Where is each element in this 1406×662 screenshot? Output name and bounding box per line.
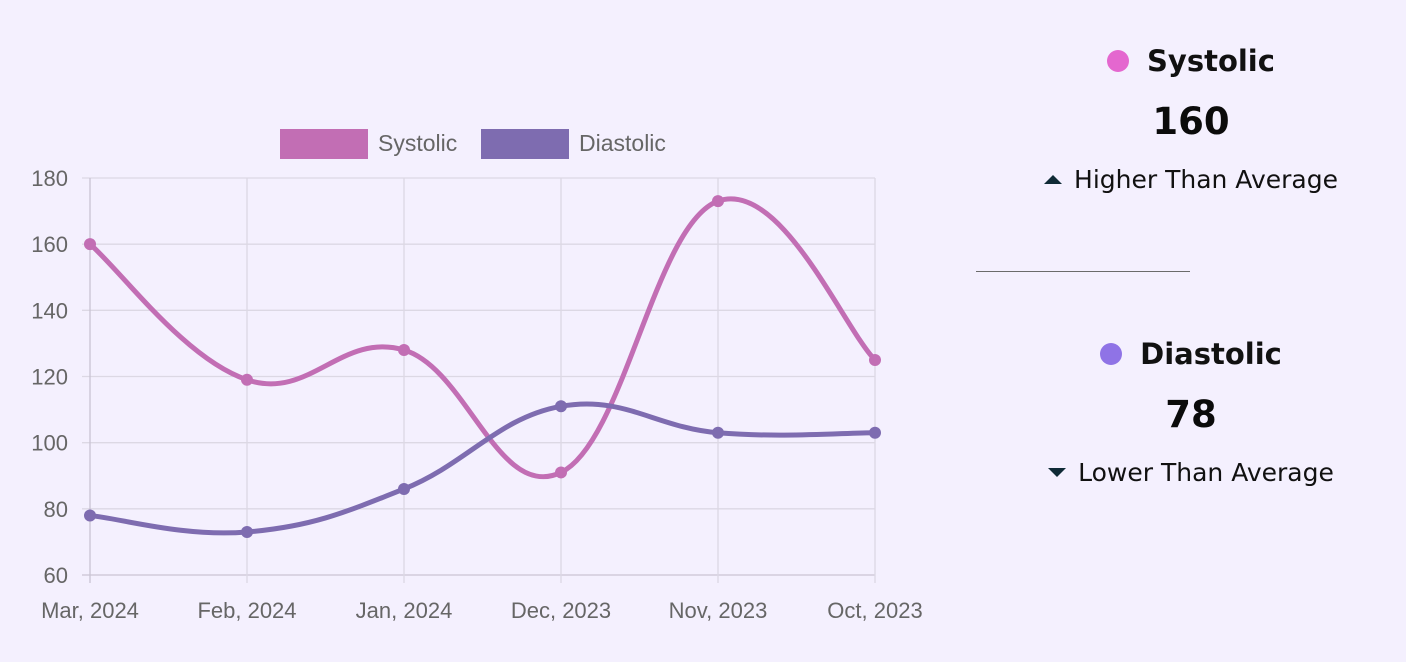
diastolic-header: Diastolic xyxy=(976,337,1406,371)
systolic-label: Systolic xyxy=(1147,44,1275,78)
data-point-systolic[interactable] xyxy=(84,238,96,251)
legend-item-systolic[interactable]: Systolic xyxy=(280,129,457,159)
triangle-down-icon xyxy=(1048,468,1067,477)
systolic-summary: Systolic 160 Higher Than Average xyxy=(976,44,1406,194)
data-point-diastolic[interactable] xyxy=(84,509,96,522)
legend-item-diastolic[interactable]: Diastolic xyxy=(481,129,666,159)
x-tick-label: Feb, 2024 xyxy=(197,598,296,623)
y-tick-label: 160 xyxy=(31,232,68,257)
diastolic-trend-text: Lower Than Average xyxy=(1078,458,1334,487)
chart-legend[interactable]: Systolic Diastolic xyxy=(280,129,666,159)
x-tick-label: Mar, 2024 xyxy=(41,598,139,623)
chart-lines xyxy=(87,196,878,536)
y-tick-label: 80 xyxy=(44,497,68,522)
series-line-systolic xyxy=(87,196,878,480)
chart-grid xyxy=(82,177,876,583)
systolic-value: 160 xyxy=(1152,100,1230,143)
data-point-systolic[interactable] xyxy=(241,373,253,386)
data-point-diastolic[interactable] xyxy=(869,426,881,439)
data-point-systolic[interactable] xyxy=(712,195,724,208)
diastolic-summary: Diastolic 78 Lower Than Average xyxy=(976,337,1406,487)
summary-divider xyxy=(976,271,1190,272)
blood-pressure-chart: 60 80 100 120 140 160 180 Mar, 2024 Feb, 2024 Jan… xyxy=(31,129,923,623)
x-tick-label: Jan, 2024 xyxy=(356,598,453,623)
diastolic-label: Diastolic xyxy=(1140,337,1282,371)
legend-label: Diastolic xyxy=(579,130,666,156)
data-point-diastolic[interactable] xyxy=(398,482,410,495)
x-tick-label: Nov, 2023 xyxy=(669,598,768,623)
legend-label: Systolic xyxy=(378,130,457,156)
diastolic-value: 78 xyxy=(1165,393,1217,436)
data-point-systolic[interactable] xyxy=(398,344,410,357)
diastolic-dot-icon xyxy=(1100,343,1123,365)
y-tick-label: 180 xyxy=(31,166,68,191)
systolic-header: Systolic xyxy=(976,44,1406,78)
data-point-systolic[interactable] xyxy=(555,466,567,479)
legend-swatch xyxy=(481,129,569,159)
y-tick-label: 120 xyxy=(31,365,68,390)
diastolic-trend: Lower Than Average xyxy=(976,458,1406,487)
y-tick-label: 100 xyxy=(31,431,68,456)
triangle-up-icon xyxy=(1044,175,1063,184)
x-tick-label: Dec, 2023 xyxy=(511,598,611,623)
series-line-diastolic xyxy=(87,401,878,536)
x-tick-label: Oct, 2023 xyxy=(827,598,922,623)
data-point-diastolic[interactable] xyxy=(555,400,567,413)
chart-points xyxy=(84,195,881,538)
data-point-diastolic[interactable] xyxy=(712,426,724,439)
legend-swatch xyxy=(280,129,368,159)
chart-axes: 60 80 100 120 140 160 180 Mar, 2024 Feb, 2024 Jan… xyxy=(31,166,922,623)
data-point-systolic[interactable] xyxy=(869,353,881,366)
systolic-dot-icon xyxy=(1107,50,1130,72)
data-point-diastolic[interactable] xyxy=(241,525,253,538)
y-tick-label: 60 xyxy=(44,563,68,588)
systolic-trend-text: Higher Than Average xyxy=(1074,165,1338,194)
summary-panel: Systolic 160 Higher Than Average Diastol… xyxy=(976,0,1406,662)
y-tick-label: 140 xyxy=(31,298,68,323)
systolic-trend: Higher Than Average xyxy=(976,165,1406,194)
